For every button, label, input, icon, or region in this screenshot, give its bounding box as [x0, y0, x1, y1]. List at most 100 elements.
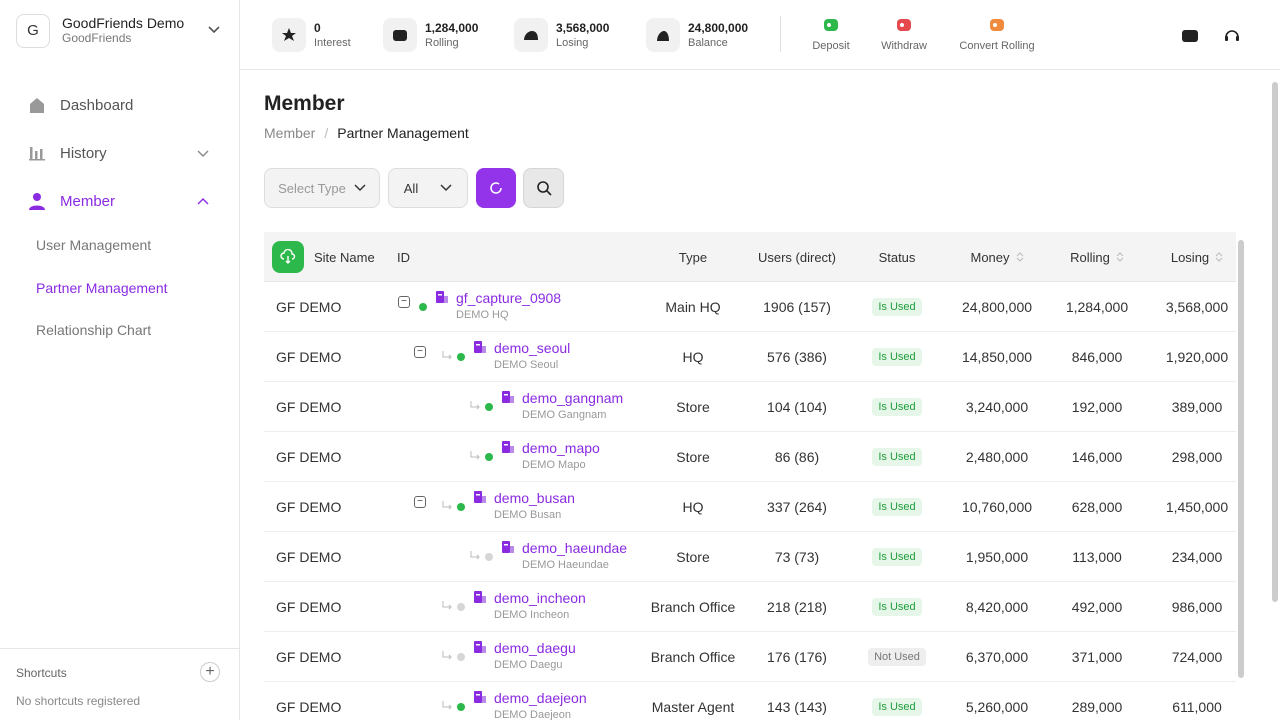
reset-button[interactable]	[476, 168, 516, 208]
partner-id[interactable]: demo_daejeon	[494, 690, 587, 706]
status-cell: Not Used	[842, 632, 952, 682]
tree-branch	[441, 649, 453, 665]
action-icon	[791, 16, 871, 36]
online-dot	[485, 553, 493, 561]
partner-name: DEMO Gangnam	[522, 409, 607, 421]
nav-item[interactable]: History	[28, 144, 107, 162]
scrollbar[interactable]	[1272, 82, 1278, 602]
status-select[interactable]: All	[388, 168, 468, 208]
crumb[interactable]: Member	[264, 125, 316, 141]
users-cell: 576 (386)	[767, 349, 827, 365]
table-row: GF DEMO demo_gangnam DEMO Gangnam Store 104 …	[264, 382, 1236, 432]
money-cell: 3,240,000	[965, 399, 1029, 415]
nav-item[interactable]: Dashboard	[28, 96, 133, 114]
table-row: GF DEMO − demo_busan DEMO Busan HQ 337 (264) I…	[264, 482, 1236, 532]
users-cell: 218 (218)	[767, 599, 827, 615]
tree-branch	[469, 399, 481, 415]
header-label: Rolling	[1070, 249, 1110, 265]
table-row: GF DEMO − gf_capture_0908 DEMO HQ Main HQ 190…	[264, 282, 1236, 332]
users-cell: 1906 (157)	[763, 299, 831, 315]
type-cell: Store	[676, 399, 710, 415]
column-header: ID	[397, 232, 410, 282]
partner-id[interactable]: demo_haeundae	[522, 540, 628, 556]
column-header[interactable]: Rolling	[1042, 232, 1152, 282]
collapse-toggle[interactable]: −	[414, 496, 426, 508]
partner-name: DEMO Seoul	[494, 359, 559, 371]
subnav-item[interactable]: Relationship Chart	[36, 322, 152, 338]
collapse-toggle[interactable]: −	[414, 346, 426, 358]
status-cell: Is Used	[842, 682, 952, 720]
table-row: GF DEMO demo_daegu DEMO Daegu Branch Office…	[264, 632, 1236, 682]
type-cell: Master Agent	[651, 699, 735, 715]
partner-id[interactable]: demo_busan	[494, 490, 575, 506]
rolling-cell: 289,000	[1071, 699, 1123, 715]
status-cell: Is Used	[842, 582, 952, 632]
type-cell: Store	[676, 549, 710, 565]
status-badge: Is Used	[872, 348, 922, 366]
chevron	[197, 150, 209, 157]
users-cell: 143 (143)	[767, 699, 827, 715]
action[interactable]: Deposit	[791, 16, 871, 52]
id-block: demo_busan DEMO Busan	[494, 490, 575, 521]
partner-icon	[501, 540, 515, 557]
column-header[interactable]: Money	[942, 232, 1052, 282]
users-cell: 337 (264)	[767, 499, 827, 515]
sort-icon[interactable]	[1116, 251, 1124, 263]
column-header[interactable]: Losing	[1142, 232, 1236, 282]
search-button[interactable]	[523, 168, 564, 208]
subnav-item[interactable]: Partner Management	[36, 280, 168, 296]
sort-icon[interactable]	[1016, 251, 1024, 263]
partner-id[interactable]: demo_mapo	[522, 440, 600, 456]
download-button[interactable]	[272, 241, 304, 273]
support-icon[interactable]	[1224, 27, 1240, 43]
rolling-cell: 113,000	[1072, 549, 1122, 565]
losing-cell: 611,000	[1172, 699, 1222, 715]
workspace-avatar[interactable]: G	[16, 14, 50, 48]
partner-id[interactable]: demo_daegu	[494, 640, 576, 656]
column-header: Users (direct)	[742, 232, 852, 282]
collapse-toggle[interactable]: −	[398, 296, 410, 308]
topbar: 0 Interest 1,284,000 Rolling 3,568,000 Losing…	[240, 0, 1280, 70]
nav-item[interactable]: Member	[28, 192, 115, 210]
partner-name: DEMO Busan	[494, 509, 562, 521]
divider	[0, 648, 239, 649]
partner-id[interactable]: demo_incheon	[494, 590, 586, 606]
partner-name: DEMO HQ	[456, 309, 509, 321]
header-label: Type	[678, 249, 708, 265]
action[interactable]: Convert Rolling	[957, 16, 1037, 52]
chevron[interactable]	[207, 25, 221, 35]
stat-label: Interest	[314, 37, 351, 49]
stat: 1,284,000 Rolling	[383, 18, 478, 52]
stat: 3,568,000 Losing	[514, 18, 609, 52]
action-label: Withdraw	[881, 40, 927, 52]
partner-id[interactable]: gf_capture_0908	[456, 290, 562, 306]
subnav-item[interactable]: User Management	[36, 237, 152, 253]
table-row: GF DEMO demo_haeundae DEMO Haeundae Store 73…	[264, 532, 1236, 582]
tree-branch	[441, 699, 453, 715]
partner-id[interactable]: demo_gangnam	[522, 390, 624, 406]
partner-id[interactable]: demo_seoul	[494, 340, 571, 356]
workspace-name: GoodFriends Demo	[62, 15, 185, 31]
scrollbar[interactable]	[1238, 240, 1244, 678]
add-shortcut[interactable]: +	[200, 662, 220, 682]
wallet-icon[interactable]	[1181, 27, 1199, 43]
partner-name: DEMO Daegu	[494, 659, 563, 671]
tree-branch	[469, 549, 481, 565]
partner-icon	[473, 490, 487, 507]
money-cell: 8,420,000	[965, 599, 1029, 615]
stat-label: Rolling	[425, 37, 459, 49]
stat-value: 1,284,000	[425, 21, 479, 35]
type-cell: Branch Office	[650, 649, 736, 665]
money-cell: 6,370,000	[965, 649, 1029, 665]
action[interactable]: Withdraw	[864, 16, 944, 52]
stat-text: 0 Interest	[314, 21, 351, 49]
nav-label: Dashboard	[60, 96, 134, 114]
money-cell: 1,950,000	[965, 549, 1029, 565]
header-label: Money	[970, 249, 1010, 265]
sort-icon[interactable]	[1215, 251, 1223, 263]
status-badge: Is Used	[872, 698, 922, 716]
shortcuts-title: Shortcuts	[16, 666, 67, 680]
rolling-cell: 192,000	[1071, 399, 1123, 415]
type-select[interactable]: Select Type	[264, 168, 380, 208]
action-icon	[957, 16, 1037, 36]
